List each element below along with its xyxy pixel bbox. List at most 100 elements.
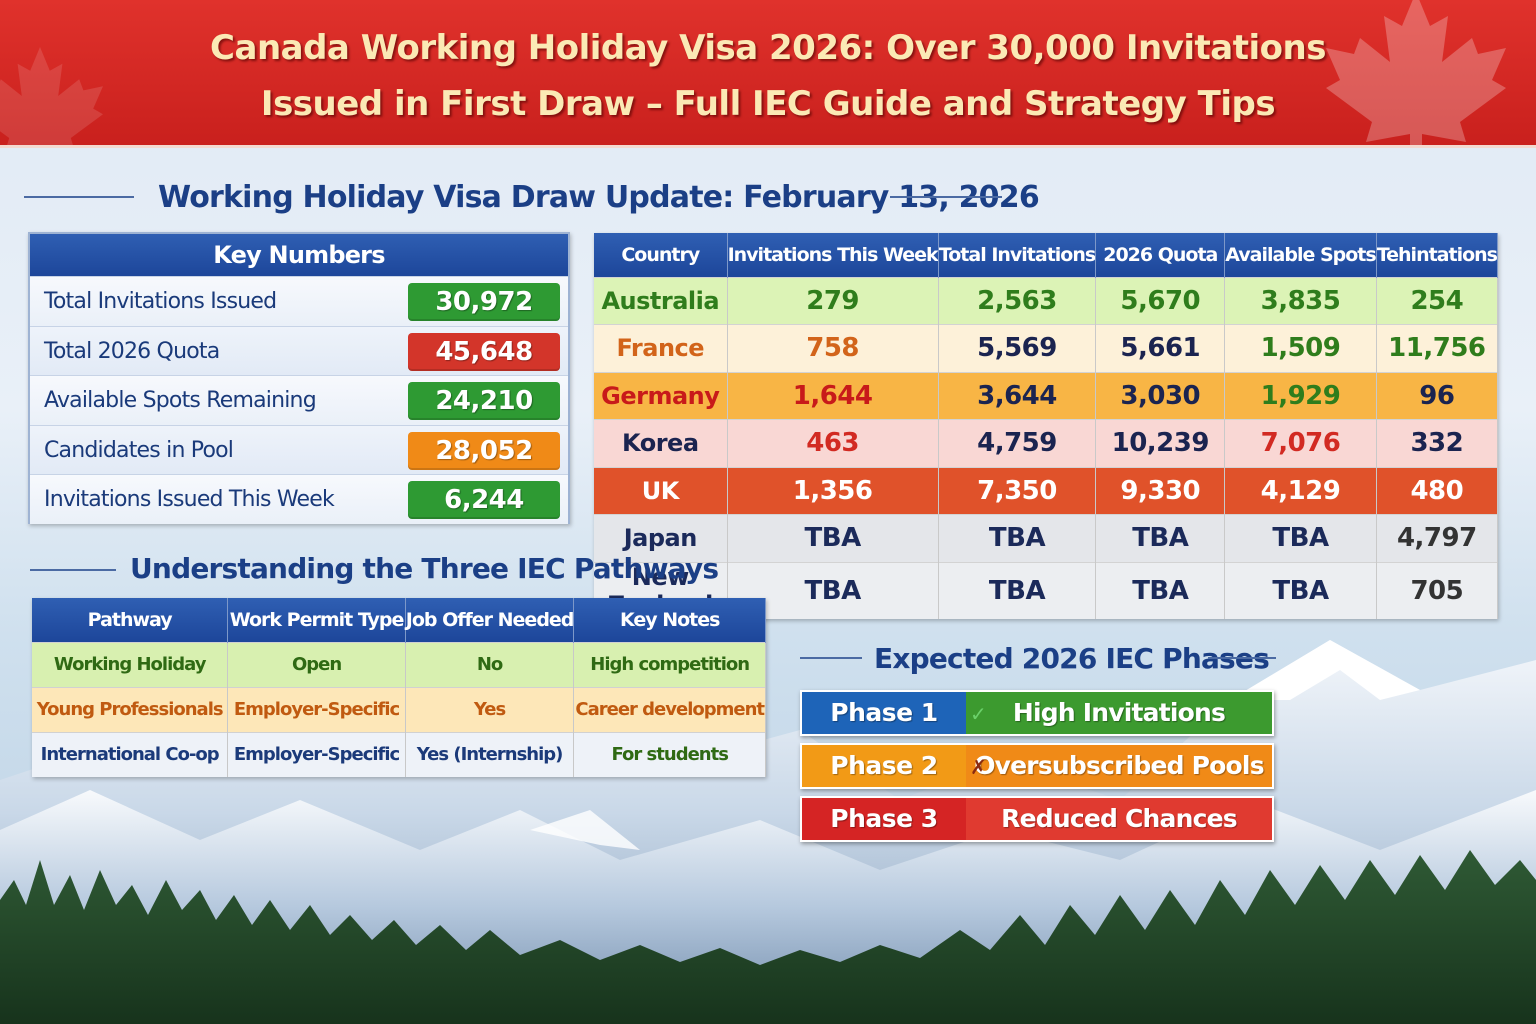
table-cell: 3,030 bbox=[1095, 371, 1226, 420]
table-cell: 5,661 bbox=[1095, 324, 1226, 372]
phase-description: Oversubscribed Pools bbox=[966, 745, 1272, 787]
table-cell: 5,670 bbox=[1095, 276, 1226, 325]
country-draw-table: Country Invitations This Week Total Invita… bbox=[594, 233, 1499, 619]
table-row: International Co-op Employer-Specific Yes … bbox=[32, 731, 766, 777]
table-cell: 7,076 bbox=[1224, 419, 1377, 467]
column-header: Total Invitations bbox=[938, 233, 1097, 277]
key-number-value: 45,648 bbox=[408, 332, 560, 371]
phase-label: Phase 2 bbox=[802, 745, 966, 787]
table-cell: 96 bbox=[1376, 371, 1499, 420]
table-cell: TBA bbox=[938, 514, 1097, 562]
key-number-label: Candidates in Pool bbox=[44, 437, 234, 463]
check-icon: ✓ bbox=[970, 704, 987, 726]
table-row: Australia 279 2,563 5,670 3,835 254 bbox=[594, 276, 1499, 325]
phase-label: Phase 3 bbox=[802, 798, 966, 840]
table-cell: TBA bbox=[1095, 514, 1226, 562]
column-header: 2026 Quota bbox=[1095, 233, 1226, 277]
key-number-value: 24,210 bbox=[408, 382, 560, 421]
table-cell: 463 bbox=[727, 419, 939, 467]
country-table-header: Country Invitations This Week Total Invita… bbox=[594, 233, 1499, 277]
phase-bar: Phase 2 Oversubscribed Pools ✗ bbox=[800, 743, 1274, 789]
table-cell: TBA bbox=[727, 514, 939, 562]
table-cell: 4,759 bbox=[938, 419, 1097, 467]
column-header: Pathway bbox=[32, 598, 229, 642]
table-cell: 11,756 bbox=[1376, 324, 1499, 372]
key-numbers-heading: Key Numbers bbox=[30, 234, 568, 276]
key-number-row: Candidates in Pool 28,052 bbox=[30, 424, 568, 475]
country-name-cell: Korea bbox=[594, 419, 728, 467]
table-cell: 5,569 bbox=[938, 324, 1097, 372]
table-cell: 4,797 bbox=[1376, 514, 1499, 562]
pathway-name-cell: International Co-op bbox=[32, 731, 229, 777]
table-cell: 332 bbox=[1376, 419, 1499, 467]
pathways-table-header: Pathway Work Permit Type Job Offer Needed K… bbox=[32, 598, 766, 642]
maple-leaf-icon bbox=[0, 47, 103, 145]
table-cell: Career development bbox=[573, 686, 766, 732]
cross-icon: ✗ bbox=[970, 757, 987, 779]
table-cell: 758 bbox=[727, 324, 939, 372]
table-cell: Open bbox=[227, 641, 406, 687]
header-banner: Canada Working Holiday Visa 2026: Over 3… bbox=[0, 0, 1536, 148]
table-cell: 9,330 bbox=[1095, 466, 1226, 515]
phase-label: Phase 1 bbox=[802, 692, 966, 734]
heading-rule-right bbox=[890, 196, 1002, 198]
table-cell: TBA bbox=[938, 561, 1097, 619]
phase-bar: Phase 1 High Invitations ✓ bbox=[800, 690, 1274, 736]
table-row: Young Professionals Employer-Specific Yes C… bbox=[32, 686, 766, 732]
phase-description: Reduced Chances bbox=[966, 798, 1272, 840]
pathway-name-cell: Young Professionals bbox=[32, 686, 229, 732]
table-cell: 7,350 bbox=[938, 466, 1097, 515]
table-cell: 254 bbox=[1376, 276, 1499, 325]
table-cell: Yes (Internship) bbox=[405, 731, 575, 777]
key-numbers-list: Total Invitations Issued 30,972 Total 2026… bbox=[30, 276, 568, 524]
table-cell: Employer-Specific bbox=[227, 686, 406, 732]
table-cell: 1,644 bbox=[727, 371, 939, 420]
table-cell: 1,509 bbox=[1224, 324, 1377, 372]
table-row: Korea 463 4,759 10,239 7,076 332 bbox=[594, 419, 1499, 467]
phases-heading: Expected 2026 IEC Phases bbox=[874, 642, 1270, 675]
table-cell: 1,356 bbox=[727, 466, 939, 515]
key-number-label: Available Spots Remaining bbox=[44, 388, 317, 414]
table-cell: TBA bbox=[1095, 561, 1226, 619]
table-row: UK 1,356 7,350 9,330 4,129 480 bbox=[594, 466, 1499, 515]
phase-description: High Invitations bbox=[966, 692, 1272, 734]
heading-rule-right bbox=[1208, 657, 1276, 659]
country-name-cell: Japan bbox=[594, 514, 728, 562]
country-name-cell: France bbox=[594, 324, 728, 372]
column-header: Job Offer Needed bbox=[405, 598, 575, 642]
key-number-label: Total Invitations Issued bbox=[44, 289, 277, 314]
table-cell: Yes bbox=[405, 686, 575, 732]
table-cell: 480 bbox=[1376, 466, 1499, 515]
table-cell: No bbox=[405, 641, 575, 687]
pathways-table-body: Working Holiday Open No High competition You… bbox=[32, 641, 766, 777]
table-cell: 10,239 bbox=[1095, 419, 1226, 467]
table-cell: TBA bbox=[1224, 561, 1377, 619]
key-number-row: Total Invitations Issued 30,972 bbox=[30, 276, 568, 326]
column-header: Country bbox=[594, 233, 728, 277]
page-title-line-1: Canada Working Holiday Visa 2026: Over 3… bbox=[210, 28, 1326, 68]
key-number-row: Available Spots Remaining 24,210 bbox=[30, 375, 568, 425]
heading-rule-left bbox=[800, 657, 862, 659]
table-cell: 4,129 bbox=[1224, 466, 1377, 515]
column-header: Tehintations bbox=[1376, 233, 1499, 277]
key-number-value: 6,244 bbox=[408, 481, 560, 520]
country-name-cell: Germany bbox=[594, 371, 728, 420]
iec-pathways-table: Pathway Work Permit Type Job Offer Needed K… bbox=[32, 598, 766, 777]
table-row: Working Holiday Open No High competition bbox=[32, 641, 766, 687]
column-header: Available Spots bbox=[1224, 233, 1377, 277]
key-numbers-panel: Key Numbers Total Invitations Issued 30,9… bbox=[28, 232, 570, 524]
key-number-value: 28,052 bbox=[408, 431, 560, 470]
table-cell: Employer-Specific bbox=[227, 731, 406, 777]
table-cell: 705 bbox=[1376, 561, 1499, 619]
maple-leaf-icon bbox=[1326, 0, 1506, 145]
column-header: Key Notes bbox=[573, 598, 766, 642]
key-number-label: Invitations Issued This Week bbox=[44, 487, 335, 513]
table-row: Germany 1,644 3,644 3,030 1,929 96 bbox=[594, 371, 1499, 420]
pathways-heading: Understanding the Three IEC Pathways bbox=[130, 552, 719, 585]
table-cell: 279 bbox=[727, 276, 939, 325]
country-name-cell: UK bbox=[594, 466, 728, 515]
country-name-cell: Australia bbox=[594, 276, 728, 325]
key-number-row: Invitations Issued This Week 6,244 bbox=[30, 474, 568, 524]
key-number-value: 30,972 bbox=[408, 283, 560, 321]
